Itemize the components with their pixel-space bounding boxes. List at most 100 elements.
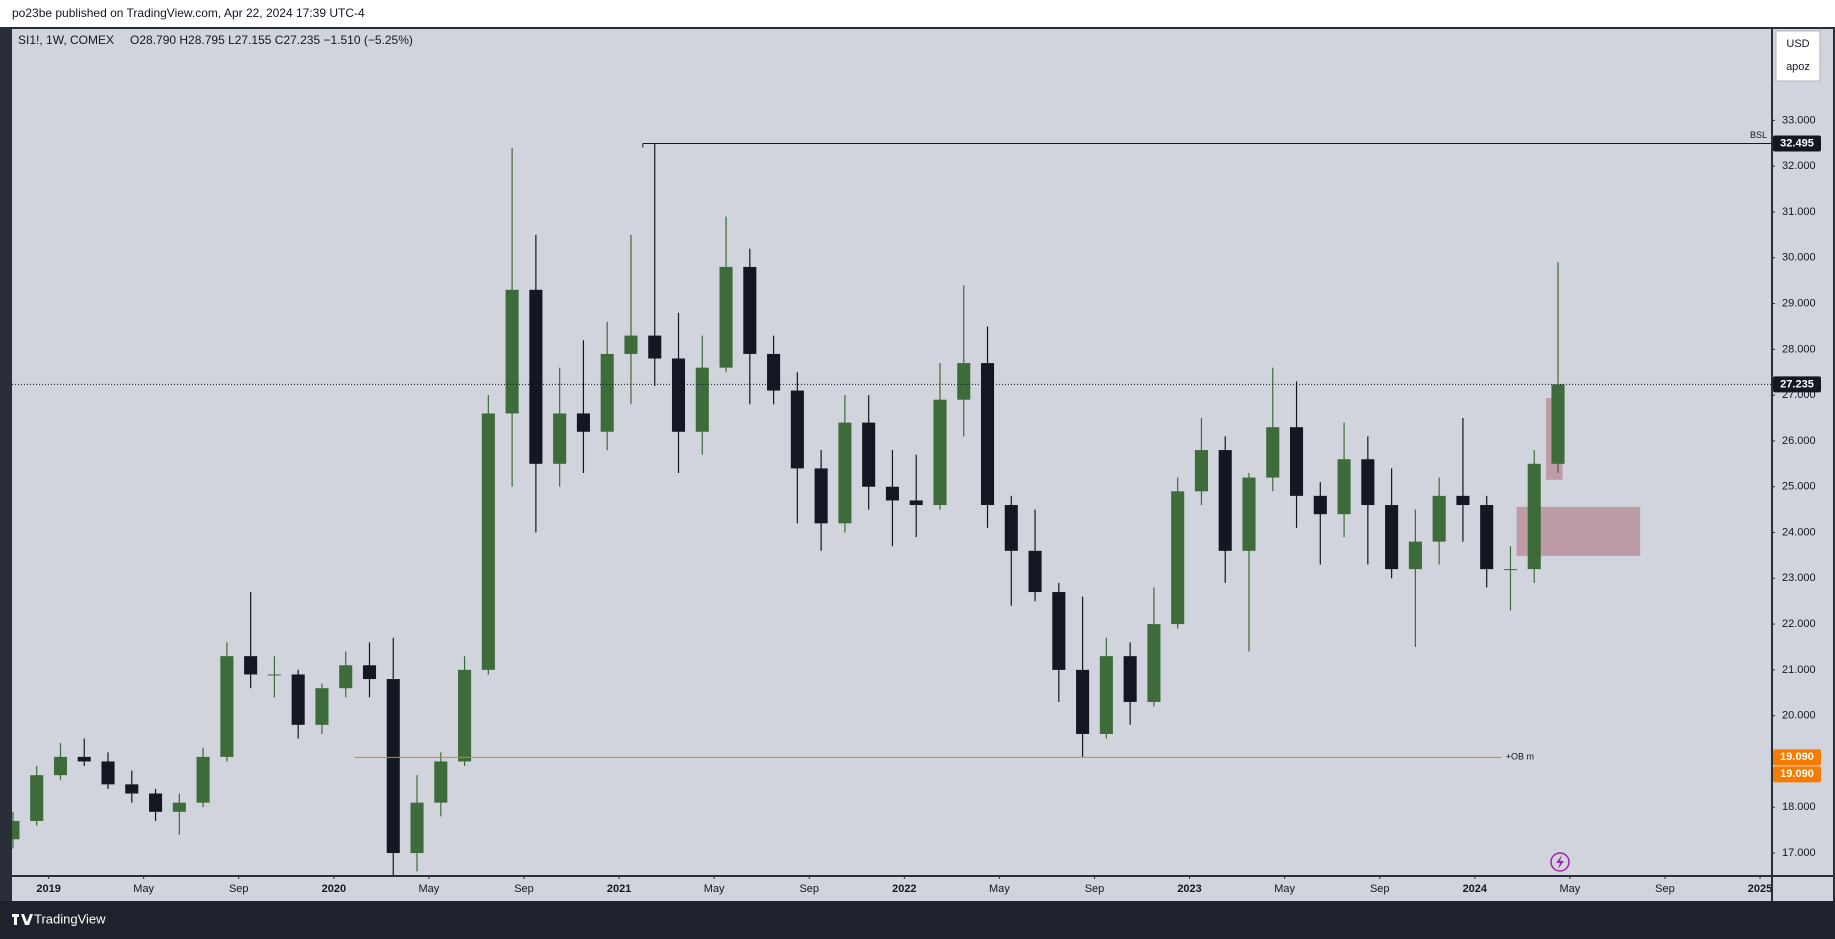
x-tick-label: 2023 [1177,883,1201,895]
candle-body [767,353,781,391]
candle-body [1313,495,1327,515]
symbol: SI1!, 1W, COMEX [18,33,114,47]
price-labels: 17.00018.00019.00020.00021.00022.00023.0… [1771,114,1821,859]
level-name: +OB m [1506,752,1534,762]
time-axis [12,877,1771,901]
candle-body [1052,592,1066,670]
candle-body [790,390,804,469]
user: apoz [1786,61,1810,73]
candle-body [1289,427,1304,496]
candle-body [695,367,709,432]
candle-body [957,363,971,400]
candle-body [1337,459,1351,515]
level-label: 19.090 [1780,751,1814,763]
y-tick-label: 31.000 [1782,206,1816,218]
plot: BSL +OB m [12,130,1771,875]
y-tick-label: 28.000 [1782,343,1816,355]
candle-body [362,665,377,680]
alert-icon[interactable] [1550,852,1570,872]
y-tick-label: 24.000 [1782,526,1816,538]
x-tick-label: Sep [229,883,249,895]
level-tag [1773,749,1821,766]
y-tick-label: 20.000 [1782,710,1816,722]
level-label: 19.090 [1780,768,1814,780]
candle-body [1385,505,1399,570]
x-tick-label: 2024 [1463,883,1488,895]
candle-body [743,266,757,354]
candle-body [30,775,44,821]
y-tick-label: 21.000 [1782,664,1816,676]
x-tick-label: 2019 [36,883,60,895]
y-tick-label: 25.000 [1782,481,1816,493]
top-bar [0,0,1835,27]
candle-body [1099,656,1113,734]
candle-body [1408,541,1422,570]
candle-body [1171,491,1185,625]
candle-body [576,413,590,432]
candle-body [1480,505,1494,570]
candle-body [862,422,876,487]
candle-body [505,289,519,414]
x-tick-label: Sep [799,883,819,895]
candle-body [12,820,20,840]
x-tick-label: May [419,883,440,895]
x-tick-label: 2021 [607,883,631,895]
candle-body [1028,550,1042,593]
candle-body [220,656,234,757]
x-tick-label: May [133,883,154,895]
brand: TradingView [34,911,106,926]
candle-body [53,756,68,776]
y-tick-label: 29.000 [1782,297,1816,309]
candle-body [1432,495,1446,542]
y-tick-label: 23.000 [1782,572,1816,584]
y-tick-label: 32.000 [1782,160,1816,172]
candle-body [1527,463,1541,570]
publisher: po23be published on TradingView.com, Apr… [12,6,365,20]
candle-body [529,289,543,464]
candle-body [980,363,995,506]
candle-body [909,500,923,506]
x-tick-label: Sep [1370,883,1390,895]
candle-body [719,266,733,368]
candle-body [172,802,186,812]
scale-box[interactable] [1775,30,1821,82]
level-tag [1773,135,1821,152]
candle-body [1361,459,1375,506]
candle-body [339,665,353,689]
candle-body [196,756,210,803]
x-tick-label: May [1560,883,1581,895]
candle-body [838,422,852,524]
candle-body [1242,477,1256,551]
candle-body [814,468,828,524]
currency: USD [1786,38,1809,50]
price-axis [1773,29,1833,875]
candle-body [101,761,115,785]
x-tick-label: May [704,883,725,895]
x-tick-label: May [1274,883,1295,895]
x-tick-label: Sep [514,883,534,895]
last-price-tag [1773,376,1821,393]
x-tick-label: 2020 [322,883,346,895]
candle-body [410,802,424,854]
candle-body [1076,669,1090,734]
corner [1773,877,1833,901]
y-tick-label: 30.000 [1782,252,1816,264]
x-tick-label: Sep [1655,883,1675,895]
x-tick-label: 2025 [1748,883,1772,895]
candle-body [386,679,400,854]
candle-body [434,761,448,803]
y-tick-label: 17.000 [1782,847,1816,859]
candle-body [1456,495,1470,506]
candle-body [458,669,472,762]
candle-body [1147,624,1161,702]
candle-body [600,353,614,432]
candle-body [291,674,305,725]
candle-body [1123,656,1137,702]
time-labels: 2019 May Sep 2020 May Sep 2021 May Sep 2022 May Sep… [36,875,1772,895]
y-tick-label: 18.000 [1782,801,1816,813]
candle-body [1194,450,1208,492]
candle-body [553,413,567,464]
plot-area [12,29,1771,875]
y-tick-label: 26.000 [1782,435,1816,447]
